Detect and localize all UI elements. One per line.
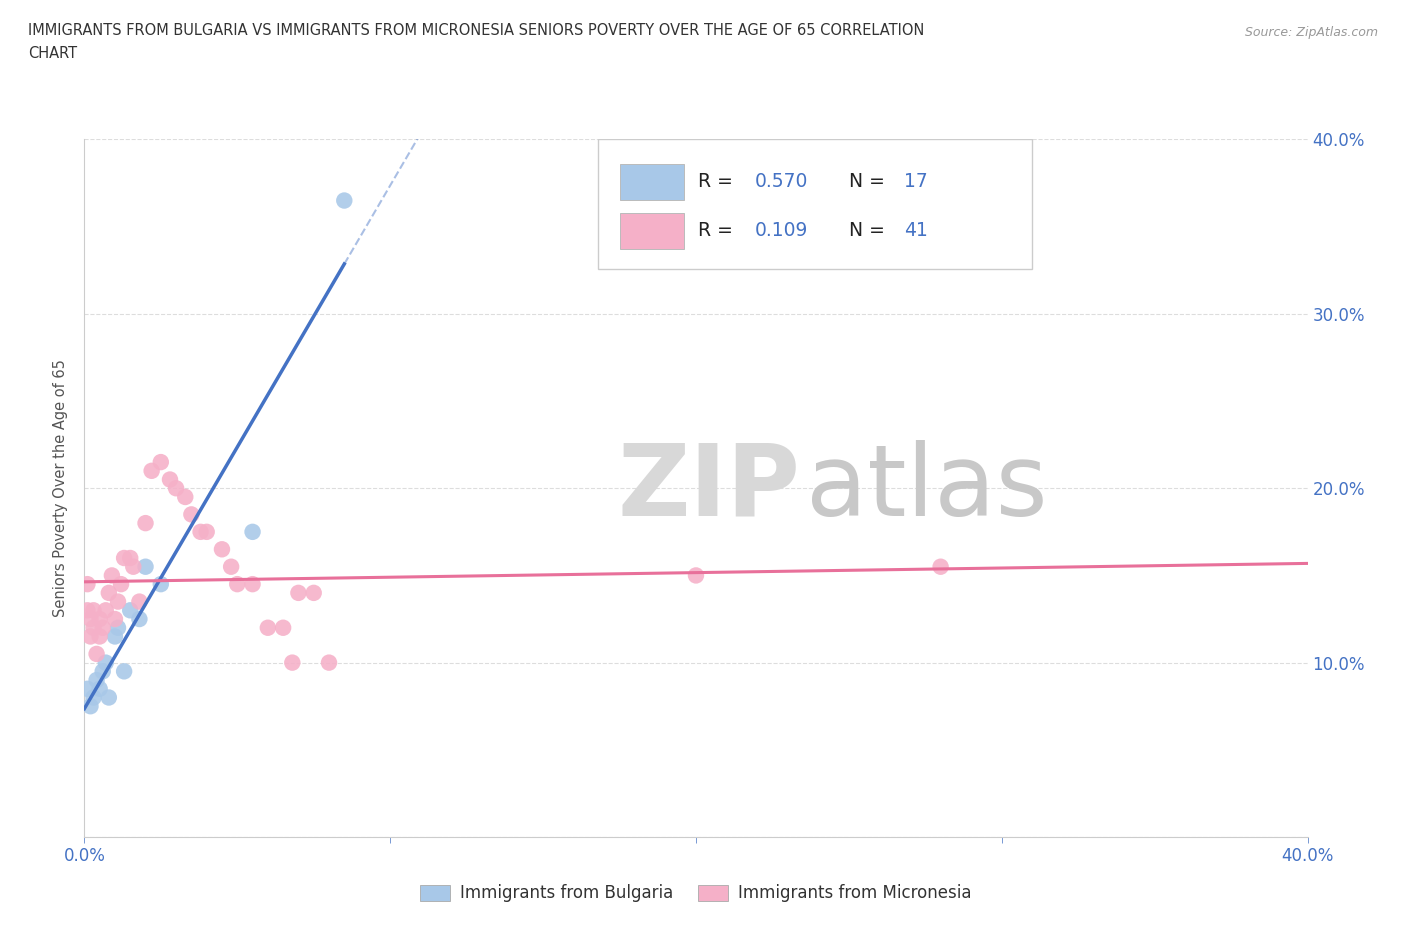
Point — [91, 664, 114, 679]
Point — [257, 620, 280, 635]
Text: N =: N = — [849, 220, 891, 240]
Text: R =: R = — [699, 220, 740, 240]
Legend: Immigrants from Bulgaria, Immigrants from Micronesia: Immigrants from Bulgaria, Immigrants fro… — [413, 878, 979, 909]
Point — [120, 603, 142, 618]
Point — [141, 463, 163, 478]
Point — [79, 698, 101, 713]
Point — [107, 594, 129, 609]
Point — [112, 551, 135, 565]
Point — [83, 620, 105, 635]
Point — [76, 682, 98, 697]
Text: CHART: CHART — [28, 46, 77, 61]
Text: 17: 17 — [904, 172, 928, 191]
Text: atlas: atlas — [806, 440, 1047, 537]
Text: Source: ZipAtlas.com: Source: ZipAtlas.com — [1244, 26, 1378, 39]
Point — [79, 629, 101, 644]
Point — [101, 568, 124, 583]
Point — [86, 672, 108, 687]
Point — [89, 682, 111, 697]
Point — [135, 559, 157, 574]
Text: 0.109: 0.109 — [755, 220, 808, 240]
Point — [226, 577, 249, 591]
Point — [242, 525, 264, 539]
Point — [219, 559, 242, 574]
Point — [128, 612, 150, 627]
Text: N =: N = — [849, 172, 891, 191]
FancyBboxPatch shape — [598, 140, 1032, 269]
Point — [174, 489, 197, 504]
Point — [211, 542, 233, 557]
Point — [110, 577, 132, 591]
Point — [333, 193, 356, 208]
Point — [94, 603, 117, 618]
Point — [318, 656, 340, 671]
Point — [83, 690, 105, 705]
Point — [89, 629, 111, 644]
Text: 41: 41 — [904, 220, 928, 240]
Point — [79, 612, 101, 627]
Point — [83, 603, 105, 618]
Point — [128, 594, 150, 609]
Point — [165, 481, 187, 496]
Text: ZIP: ZIP — [617, 440, 800, 537]
Point — [97, 690, 120, 705]
Point — [180, 507, 202, 522]
Point — [149, 455, 172, 470]
Point — [97, 586, 120, 601]
Point — [685, 568, 707, 583]
Point — [242, 577, 264, 591]
Point — [86, 646, 108, 661]
Point — [302, 586, 325, 601]
Point — [104, 612, 127, 627]
Point — [120, 551, 142, 565]
Point — [159, 472, 181, 487]
FancyBboxPatch shape — [620, 213, 683, 249]
Text: IMMIGRANTS FROM BULGARIA VS IMMIGRANTS FROM MICRONESIA SENIORS POVERTY OVER THE : IMMIGRANTS FROM BULGARIA VS IMMIGRANTS F… — [28, 23, 925, 38]
FancyBboxPatch shape — [620, 164, 683, 200]
Point — [287, 586, 309, 601]
Text: R =: R = — [699, 172, 740, 191]
Y-axis label: Seniors Poverty Over the Age of 65: Seniors Poverty Over the Age of 65 — [53, 359, 69, 618]
Point — [149, 577, 172, 591]
Point — [104, 629, 127, 644]
Point — [76, 577, 98, 591]
Point — [112, 664, 135, 679]
Point — [107, 620, 129, 635]
Point — [281, 656, 304, 671]
Text: 0.570: 0.570 — [755, 172, 808, 191]
Point — [195, 525, 218, 539]
Point — [91, 620, 114, 635]
Point — [929, 559, 952, 574]
Point — [190, 525, 212, 539]
Point — [76, 603, 98, 618]
Point — [94, 656, 117, 671]
Point — [89, 612, 111, 627]
Point — [122, 559, 145, 574]
Point — [271, 620, 294, 635]
Point — [135, 515, 157, 530]
